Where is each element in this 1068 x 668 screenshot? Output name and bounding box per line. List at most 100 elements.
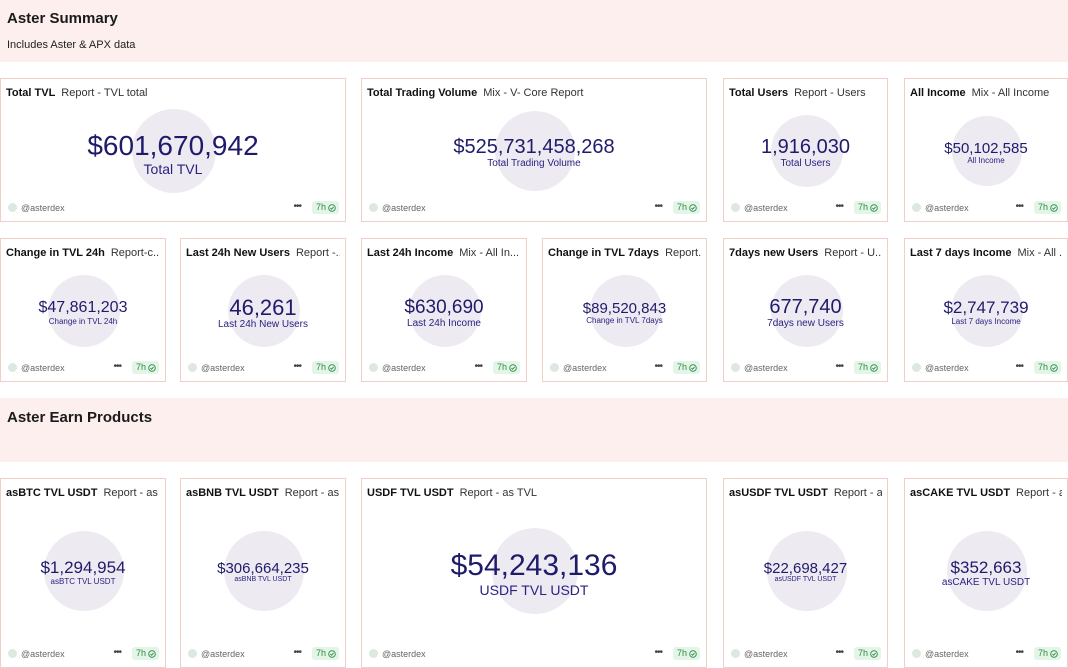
author-avatar: [912, 363, 921, 372]
metric-label: Last 24h New Users: [217, 318, 309, 330]
value-backdrop: [770, 275, 843, 347]
refresh-age: 7h: [311, 201, 339, 214]
author-avatar: [912, 649, 921, 658]
value-backdrop: [952, 116, 1022, 186]
card-header: Total Users Report - Users: [729, 87, 882, 99]
metric-card: Last 24h Income Mix - All In... $630,690 La…: [361, 238, 527, 382]
more-button[interactable]: •••: [474, 361, 482, 372]
age-text: 7h: [315, 202, 326, 212]
more-button[interactable]: •••: [293, 647, 301, 658]
card-title: asCAKE TVL USDT: [910, 487, 1011, 499]
card-footer: @asterdex ••• 7h: [911, 361, 1061, 375]
author-avatar: [8, 649, 17, 658]
card-source: Report - Users: [794, 87, 866, 99]
card-header: USDF TVL USDT Report - as TVL: [367, 487, 701, 499]
card-footer: @asterdex ••• 7h: [549, 361, 700, 375]
more-button[interactable]: •••: [113, 647, 121, 658]
author-avatar: [731, 649, 740, 658]
value-backdrop: [947, 531, 1027, 611]
card-title: Total TVL: [6, 87, 56, 99]
section-header: Aster Summary Includes Aster & APX data: [0, 0, 1068, 62]
metric-card: Change in TVL 24h Report-c... $47,861,203 C…: [0, 238, 166, 382]
more-button[interactable]: •••: [654, 361, 662, 372]
card-footer: @asterdex ••• 7h: [7, 647, 159, 661]
card-source: Mix - All Income: [971, 87, 1050, 99]
more-button[interactable]: •••: [835, 361, 843, 372]
author-avatar: [731, 363, 740, 372]
card-header: asBTC TVL USDT Report - as ...: [6, 487, 160, 499]
more-button[interactable]: •••: [113, 361, 121, 372]
more-button[interactable]: •••: [835, 647, 843, 658]
check-icon: [328, 363, 336, 372]
card-footer: @asterdex ••• 7h: [7, 361, 159, 375]
card-title: Total Trading Volume: [367, 87, 478, 99]
author-avatar: [369, 203, 378, 212]
card-header: Last 7 days Income Mix - All ...: [910, 247, 1062, 259]
metric-card: Last 24h New Users Report -... 46,261 Last …: [180, 238, 346, 382]
value-backdrop: [495, 111, 575, 191]
metric-label: asUSDF TVL USDT: [774, 576, 837, 584]
author: @asterdex: [563, 363, 607, 373]
metric-card: asBNB TVL USDT Report - as... $306,664,235…: [180, 478, 346, 668]
author: @asterdex: [382, 363, 426, 373]
author: @asterdex: [201, 363, 245, 373]
card-title: All Income: [910, 87, 966, 99]
card-title: Total Users: [729, 87, 789, 99]
more-button[interactable]: •••: [1015, 647, 1023, 658]
age-text: 7h: [857, 648, 868, 658]
more-button[interactable]: •••: [654, 647, 662, 658]
metric-label: Total TVL: [143, 160, 203, 177]
card-footer: @asterdex ••• 7h: [187, 361, 339, 375]
age-text: 7h: [1037, 648, 1048, 658]
author-avatar: [369, 649, 378, 658]
refresh-age: 7h: [492, 361, 520, 374]
card-title: asUSDF TVL USDT: [729, 487, 828, 499]
metric-value: $1,294,954: [40, 558, 126, 578]
more-button[interactable]: •••: [654, 201, 662, 212]
value-backdrop: [589, 275, 662, 347]
more-button[interactable]: •••: [835, 201, 843, 212]
card-title: Last 7 days Income: [910, 247, 1012, 259]
card-footer: @asterdex ••• 7h: [368, 201, 700, 215]
metric-value: 46,261: [229, 294, 297, 320]
refresh-age: 7h: [672, 201, 700, 214]
check-icon: [1050, 203, 1058, 212]
refresh-age: 7h: [311, 361, 339, 374]
metric-card: Change in TVL 7daysReport...$89,520,843C…: [542, 238, 707, 382]
card-header: Total Trading Volume Mix - V- Core Report: [367, 87, 701, 99]
more-button[interactable]: •••: [293, 201, 301, 212]
age-text: 7h: [676, 202, 687, 212]
card-title: USDF TVL USDT: [367, 487, 454, 499]
more-button[interactable]: •••: [1015, 201, 1023, 212]
value-backdrop: [492, 528, 578, 614]
card-title: Change in TVL 24h: [6, 247, 105, 259]
author: @asterdex: [21, 649, 65, 659]
card-header: Change in TVL 7days Report...: [548, 247, 701, 259]
refresh-age: 7h: [1033, 361, 1061, 374]
author: @asterdex: [201, 649, 245, 659]
check-icon: [689, 203, 697, 212]
card-source: Report - as...: [284, 487, 340, 499]
age-text: 7h: [676, 648, 687, 658]
metric-label: asBNB TVL USDT: [234, 576, 292, 584]
card-source: Report - U...: [824, 247, 882, 259]
metric-value: $630,690: [404, 296, 484, 318]
check-icon: [1050, 363, 1058, 372]
more-button[interactable]: •••: [293, 361, 301, 372]
author: @asterdex: [744, 649, 788, 659]
refresh-age: 7h: [311, 647, 339, 660]
section-subtitle: Includes Aster & APX data: [7, 39, 136, 51]
metric-card: Last 7 days Income Mix - All ... $2,747,73…: [904, 238, 1068, 382]
card-header: Total TVL Report - TVL total: [6, 87, 340, 99]
age-text: 7h: [1037, 202, 1048, 212]
check-icon: [148, 649, 156, 658]
value-backdrop: [228, 275, 300, 347]
author-avatar: [188, 649, 197, 658]
metric-label: All Income: [967, 156, 1005, 166]
card-header: asCAKE TVL USDT Report - a...: [910, 487, 1062, 499]
check-icon: [328, 203, 336, 212]
more-button[interactable]: •••: [1015, 361, 1023, 372]
value-backdrop: [409, 275, 481, 347]
